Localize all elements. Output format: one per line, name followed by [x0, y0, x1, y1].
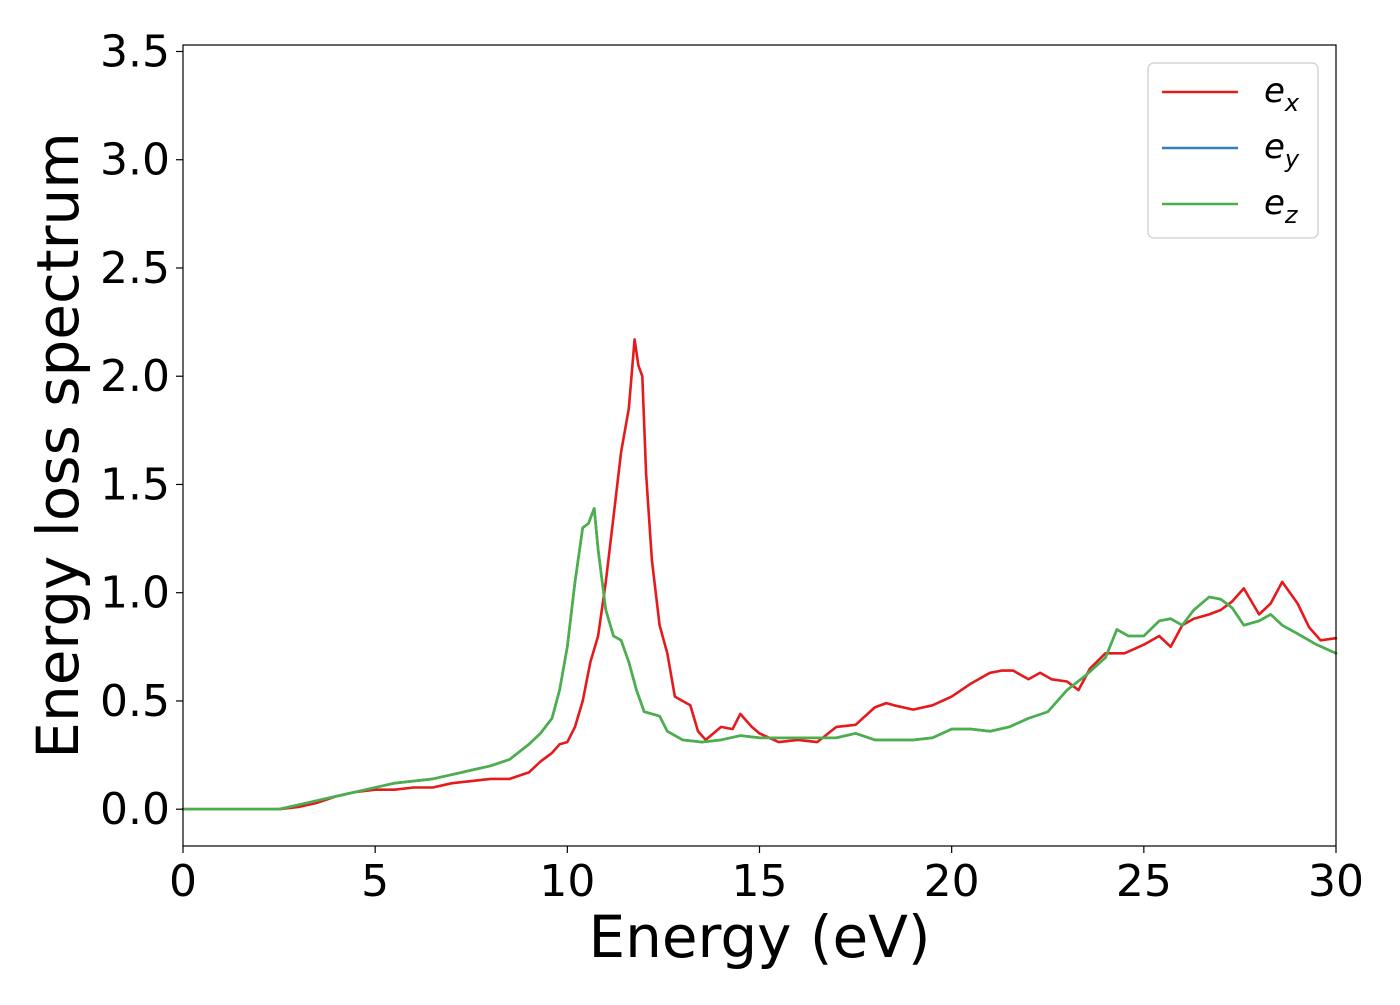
x-tick-label: 20 — [924, 856, 980, 907]
y-tick-label: 3.5 — [100, 26, 170, 77]
legend-box — [1147, 62, 1319, 239]
legend-subscript: z — [1284, 201, 1299, 229]
series-line-e-y — [181, 506, 1338, 811]
x-tick-label: 5 — [361, 856, 389, 907]
y-tick-label: 0.5 — [100, 676, 170, 727]
y-tick-label: 0.0 — [100, 784, 170, 835]
y-tick-label: 3.0 — [100, 135, 170, 186]
y-axis-ticks: 0.0 0.5 1.0 1.5 2.0 2.5 3.0 3.5 — [100, 26, 183, 835]
series-line-e-z — [181, 506, 1338, 811]
x-tick-label: 25 — [1116, 856, 1172, 907]
series-line-e-x — [181, 338, 1338, 811]
x-axis-label: Energy (eV) — [588, 903, 930, 971]
y-tick-label: 2.5 — [100, 243, 170, 294]
y-tick-label: 1.0 — [100, 568, 170, 619]
x-tick-label: 30 — [1308, 856, 1364, 907]
x-tick-label: 10 — [539, 856, 595, 907]
x-tick-label: 0 — [169, 856, 197, 907]
y-axis-label: Energy loss spectrum — [24, 132, 92, 758]
x-axis-ticks: 0 5 10 15 20 25 30 — [169, 846, 1364, 907]
legend-subscript: y — [1284, 145, 1300, 173]
series-layer — [181, 338, 1338, 811]
y-tick-label: 1.5 — [100, 459, 170, 510]
x-tick-label: 15 — [732, 856, 788, 907]
legend-subscript: x — [1284, 89, 1300, 117]
y-tick-label: 2.0 — [100, 351, 170, 402]
